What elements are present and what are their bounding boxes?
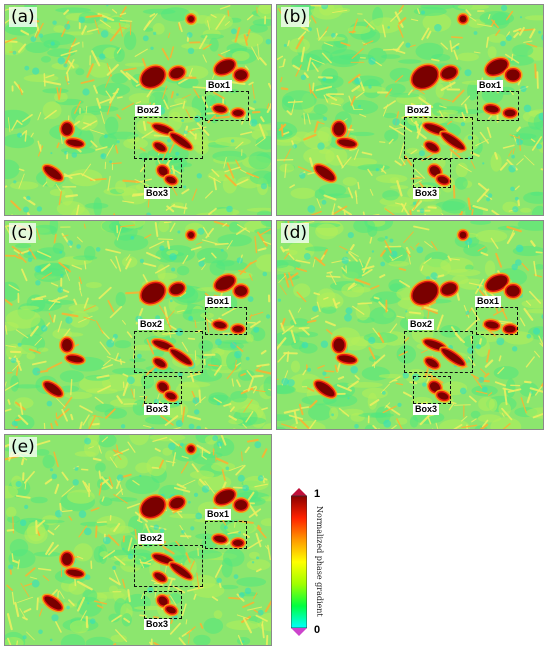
box2-outline	[134, 117, 203, 159]
colorbar-over-triangle	[291, 488, 307, 496]
box3-outline	[144, 376, 182, 404]
colorbar-gradient	[291, 495, 307, 629]
box1-label: Box1	[205, 509, 232, 520]
box3-outline	[144, 591, 182, 619]
box3-label: Box3	[144, 188, 171, 199]
panel-e: (e) Box1 Box2 Box3	[4, 434, 272, 646]
panel-b: (b) Box1 Box2 Box3	[276, 4, 544, 216]
panel-label: (a)	[9, 7, 37, 27]
box1-label: Box1	[206, 80, 233, 91]
panel-d: (d) Box1 Box2 Box3	[276, 220, 544, 430]
box1-label: Box1	[475, 296, 502, 307]
box1-outline	[205, 521, 247, 549]
box2-label: Box2	[138, 533, 165, 544]
box1-label: Box1	[205, 296, 232, 307]
box2-outline	[404, 117, 473, 159]
box1-outline	[477, 91, 519, 121]
box1-label: Box1	[477, 80, 504, 91]
colorbar	[291, 488, 307, 636]
colorbar-min-label: 0	[314, 624, 321, 636]
box2-label: Box2	[135, 105, 162, 116]
panel-label: (d)	[281, 223, 310, 243]
box2-label: Box2	[138, 319, 165, 330]
box2-outline	[134, 331, 203, 373]
colorbar-under-triangle	[291, 628, 307, 636]
box1-outline	[476, 307, 518, 335]
panel-label: (b)	[281, 7, 310, 27]
box3-outline	[413, 159, 451, 188]
panel-a: (a) Box1 Box2 Box3	[4, 4, 272, 216]
panel-label: (c)	[9, 223, 36, 243]
box3-outline	[144, 159, 182, 188]
phase-gradient-map	[5, 221, 271, 429]
box3-label: Box3	[144, 404, 171, 415]
panel-c: (c) Box1 Box2 Box3	[4, 220, 272, 430]
box2-outline	[404, 331, 473, 373]
box2-outline	[134, 545, 203, 587]
box2-label: Box2	[405, 105, 432, 116]
box3-label: Box3	[413, 188, 440, 199]
box3-label: Box3	[413, 404, 440, 415]
box1-outline	[205, 307, 247, 335]
box2-label: Box2	[408, 319, 435, 330]
box3-label: Box3	[144, 619, 171, 630]
box1-outline	[205, 91, 249, 121]
panel-label: (e)	[9, 437, 37, 457]
box3-outline	[413, 376, 451, 404]
colorbar-max-label: 1	[314, 488, 321, 500]
colorbar-title: Normalized phase gradient	[315, 506, 324, 617]
